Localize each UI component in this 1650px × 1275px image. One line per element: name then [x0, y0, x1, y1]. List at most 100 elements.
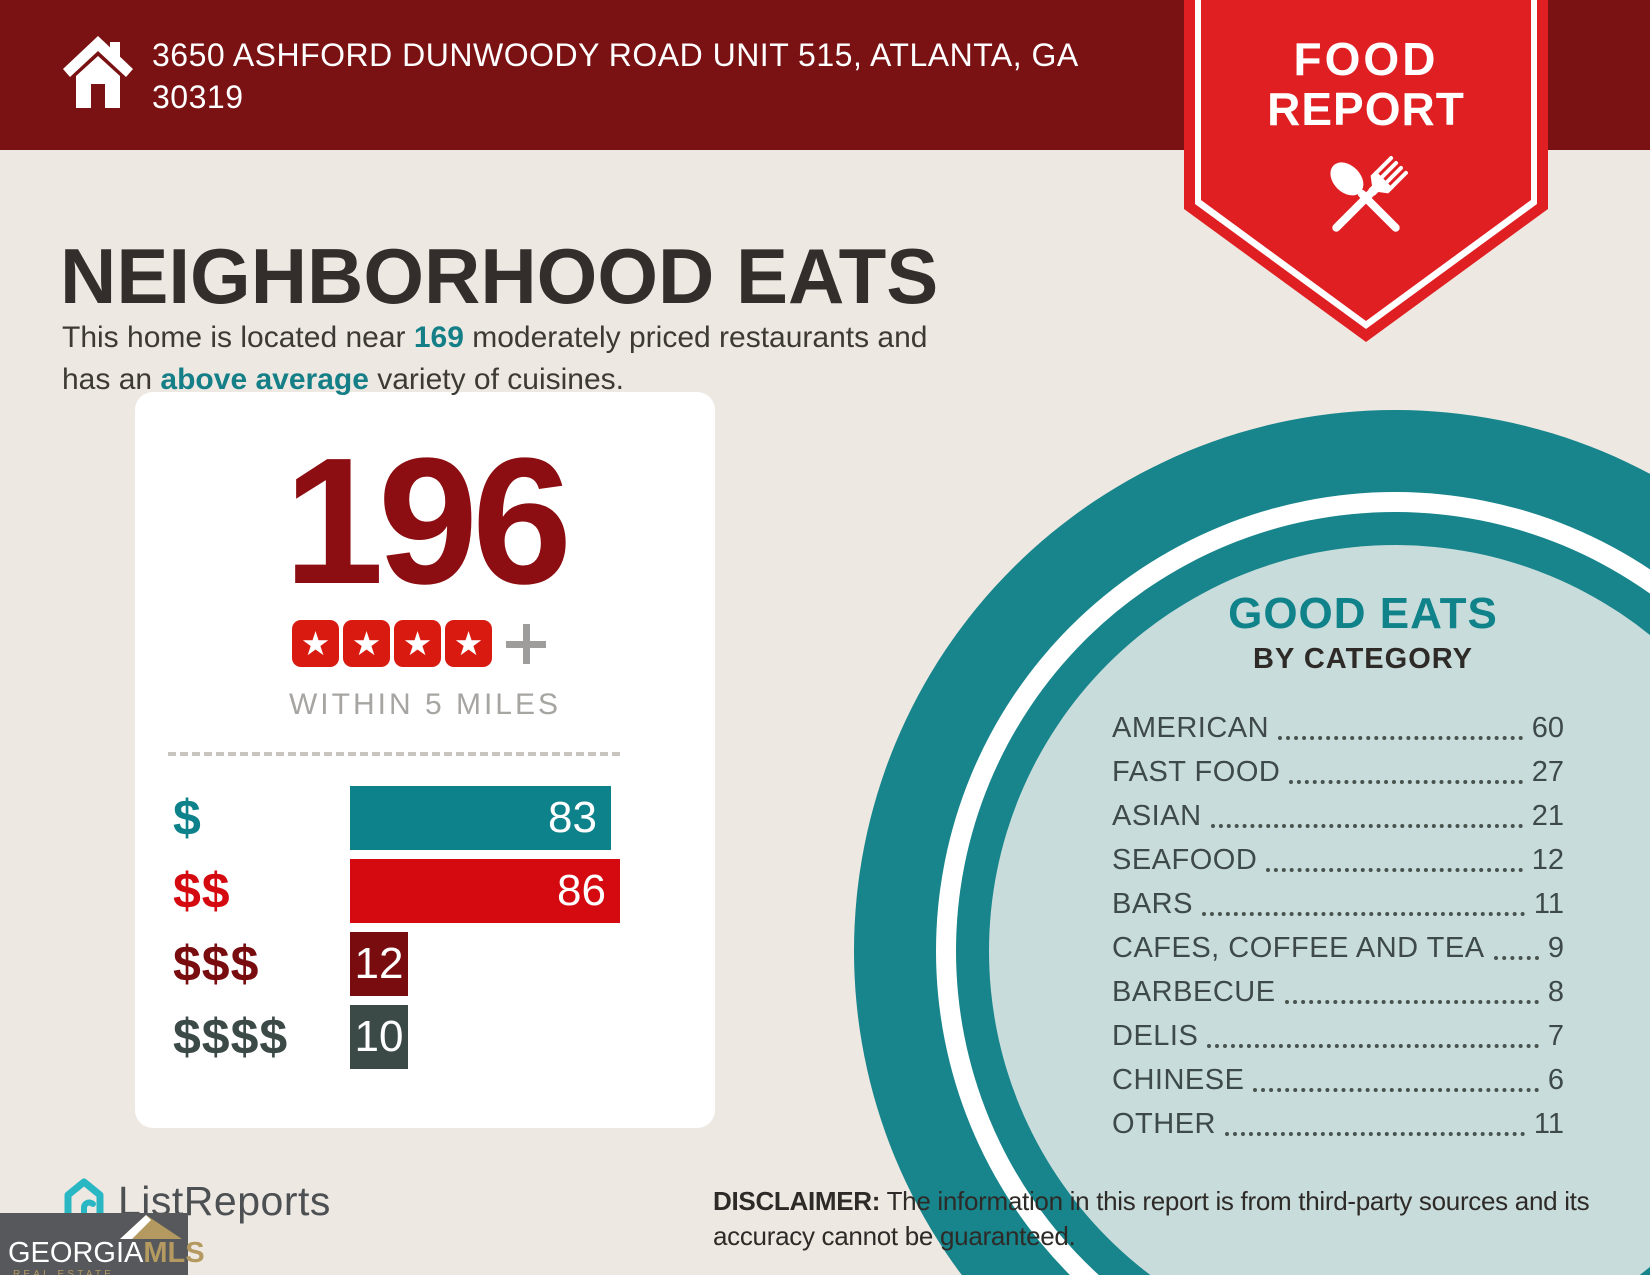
dotted-leader — [1225, 1132, 1525, 1136]
dotted-leader — [1289, 780, 1523, 784]
category-row: CHINESE 6 — [1112, 1064, 1564, 1097]
intro-sentence: This home is located near 169 moderately… — [62, 317, 928, 401]
price-tier-label: $$$ — [173, 936, 260, 992]
category-value: 21 — [1531, 800, 1564, 832]
star-glyph: ★ — [300, 625, 331, 662]
category-label: BARBECUE — [1112, 976, 1276, 1008]
georgia-mls-wordmark: GEORGIAMLS — [8, 1237, 205, 1270]
plus-icon — [506, 623, 546, 664]
dotted-leader — [1278, 736, 1523, 740]
category-label: CAFES, COFFEE AND TEA — [1112, 932, 1485, 964]
ribbon-content: FOOD REPORT — [1184, 0, 1548, 342]
spoon-fork-icon — [1184, 146, 1548, 261]
sentence-prefix: This home is located near — [62, 321, 414, 354]
property-address: 3650 ASHFORD DUNWOODY ROAD UNIT 515, ATL… — [152, 34, 1079, 118]
georgia-text: GEORGIA — [8, 1237, 144, 1269]
sentence-suffix: variety of cuisines. — [368, 363, 624, 396]
restaurant-count: 169 — [413, 321, 464, 354]
price-tier-value: 86 — [557, 866, 606, 915]
category-label: ASIAN — [1112, 800, 1202, 832]
price-bars: $83 $$ 86 $$$ 12 $$$$ 10 — [135, 786, 715, 1078]
variety-highlight: above average — [160, 363, 369, 396]
disclaimer-label: DISCLAIMER: — [713, 1186, 881, 1216]
category-row: FAST FOOD 27 — [1112, 756, 1564, 789]
price-tier-bar: 83 — [350, 786, 611, 850]
dotted-leader — [1266, 868, 1523, 872]
total-restaurants-number: 196 — [283, 421, 572, 622]
category-label: OTHER — [1112, 1108, 1216, 1140]
category-row: DELIS 7 — [1112, 1020, 1564, 1053]
yelp-star-icon: ★ — [394, 620, 441, 667]
price-bar-row: $$ 86 — [135, 859, 715, 923]
category-row: AMERICAN 60 — [1112, 712, 1564, 745]
dotted-leader — [1493, 956, 1539, 960]
category-value: 11 — [1533, 888, 1564, 920]
address-line2: 30319 — [152, 79, 244, 115]
dotted-leader — [1253, 1088, 1539, 1092]
sentence-line2-prefix: has an — [62, 363, 161, 396]
category-value: 27 — [1531, 756, 1564, 788]
category-row: OTHER 11 — [1112, 1108, 1564, 1141]
category-label: FAST FOOD — [1112, 756, 1281, 788]
star-glyph: ★ — [453, 625, 484, 662]
good-eats-title: GOOD EATS — [1228, 589, 1498, 638]
price-tier-label: $$$$ — [173, 1009, 289, 1065]
price-tier-value: 12 — [354, 939, 404, 988]
category-row: SEAFOOD 12 — [1112, 844, 1564, 877]
disclaimer: DISCLAIMER: The information in this repo… — [713, 1184, 1593, 1254]
mountain-icon — [116, 1213, 182, 1244]
category-row: BARS 11 — [1112, 888, 1564, 921]
dotted-leader — [1201, 912, 1525, 916]
good-eats-circle — [854, 410, 1650, 1275]
category-value: 8 — [1547, 976, 1564, 1008]
address-line1: 3650 ASHFORD DUNWOODY ROAD UNIT 515, ATL… — [152, 37, 1079, 73]
price-tier-label: $ — [173, 790, 202, 846]
sentence-middle: moderately priced restaurants and — [463, 321, 928, 354]
category-label: BARS — [1112, 888, 1193, 920]
georgia-mls-tagline: REAL ESTATE SERVICES — [13, 1269, 115, 1275]
yelp-star-icon: ★ — [343, 620, 390, 667]
price-tier-bar: 86 — [350, 859, 620, 923]
category-label: SEAFOOD — [1112, 844, 1258, 876]
category-list: AMERICAN 60 FAST FOOD 27 ASIAN 21 SEAFOOD 12 BAR… — [1112, 712, 1564, 1154]
star-glyph: ★ — [402, 625, 433, 662]
category-row: BARBECUE 8 — [1112, 976, 1564, 1009]
category-row: ASIAN 21 — [1112, 800, 1564, 833]
category-value: 11 — [1533, 1108, 1564, 1140]
category-row: CAFES, COFFEE AND TEA 9 — [1112, 932, 1564, 965]
category-value: 60 — [1531, 712, 1564, 744]
dotted-leader — [1210, 824, 1523, 828]
disclaimer-line2: accuracy cannot be guaranteed. — [713, 1221, 1076, 1251]
ribbon-title-line2: REPORT — [1267, 83, 1465, 135]
category-label: DELIS — [1112, 1020, 1199, 1052]
dashed-divider — [168, 752, 620, 756]
price-bar-row: $$$ 12 — [135, 932, 715, 996]
price-tier-label: $$ — [173, 863, 231, 919]
category-value: 9 — [1547, 932, 1564, 964]
category-value: 7 — [1547, 1020, 1564, 1052]
food-report-ribbon: FOOD REPORT — [1184, 0, 1548, 342]
dotted-leader — [1284, 1000, 1539, 1004]
category-value: 6 — [1547, 1064, 1564, 1096]
dotted-leader — [1207, 1044, 1539, 1048]
category-value: 12 — [1531, 844, 1564, 876]
good-eats-subtitle: BY CATEGORY — [1253, 643, 1473, 675]
restaurant-stats-card: 196 ★ ★ ★ ★ WITHIN 5 MILES $83 $$ 86 $$$ 12 $$$$… — [135, 392, 715, 1128]
price-tier-value: 10 — [354, 1012, 404, 1061]
star-glyph: ★ — [351, 625, 382, 662]
yelp-star-icon: ★ — [445, 620, 492, 667]
star-rating: ★ ★ ★ ★ — [121, 620, 715, 667]
within-radius-label: WITHIN 5 MILES — [288, 688, 562, 721]
price-tier-bar: 10 — [350, 1005, 408, 1069]
disclaimer-line1: The information in this report is from t… — [880, 1186, 1590, 1216]
category-label: CHINESE — [1112, 1064, 1245, 1096]
home-icon — [58, 32, 138, 121]
mls-text: MLS — [143, 1237, 205, 1269]
price-bar-row: $83 — [135, 786, 715, 850]
yelp-star-icon: ★ — [292, 620, 339, 667]
listreports-house-icon — [60, 1178, 108, 1225]
page-title: NEIGHBORHOOD EATS — [60, 232, 939, 321]
price-tier-value: 83 — [548, 793, 597, 842]
category-label: AMERICAN — [1112, 712, 1270, 744]
